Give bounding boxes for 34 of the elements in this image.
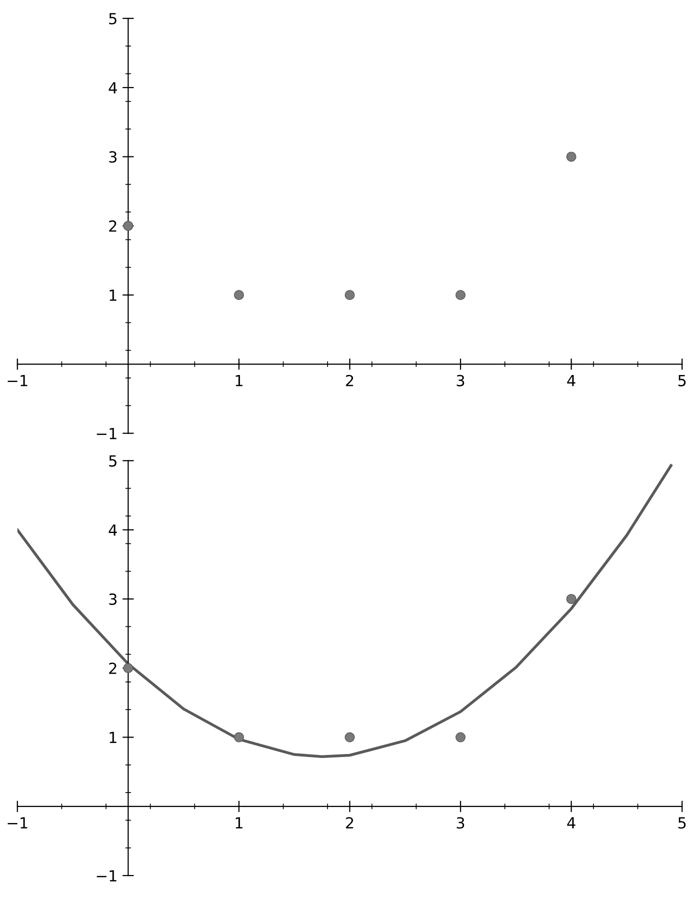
x-tick-label: 4 (567, 817, 576, 828)
y-tick-label: 1 (110, 732, 116, 744)
x-tick-label: 2 (346, 374, 354, 386)
point (566, 152, 576, 162)
y-tick-label: −1 (96, 428, 116, 440)
point (456, 732, 466, 742)
x-tick-label: 1 (236, 375, 242, 386)
point (344, 732, 355, 742)
y-tick-label: −1 (96, 870, 116, 882)
x-tick-label: 4 (567, 375, 576, 386)
x-tick-label: 1 (236, 817, 242, 828)
y-tick-label: 5 (109, 455, 116, 467)
x-tick-label: 3 (456, 374, 464, 386)
y-tick-label: 1 (110, 290, 116, 301)
x-tick-label: 2 (346, 817, 354, 828)
y-tick-label: 4 (108, 524, 117, 536)
point (234, 732, 244, 742)
point (456, 290, 466, 300)
x-tick-label: −1 (8, 817, 28, 828)
x-tick-label: 5 (678, 817, 686, 829)
x-tick-label: −1 (8, 375, 28, 386)
y-tick-label: 3 (109, 593, 117, 605)
y-tick-label: 2 (109, 662, 116, 674)
point (123, 220, 134, 231)
x-tick-label: 3 (456, 817, 464, 829)
point (344, 290, 355, 300)
y-tick-label: 2 (109, 220, 116, 232)
point (566, 594, 576, 604)
point (123, 663, 134, 674)
x-tick-label: 5 (678, 375, 686, 386)
y-tick-label: 4 (108, 82, 117, 94)
y-tick-label: 3 (109, 151, 117, 163)
point (234, 290, 244, 300)
y-tick-label: 5 (109, 13, 116, 24)
